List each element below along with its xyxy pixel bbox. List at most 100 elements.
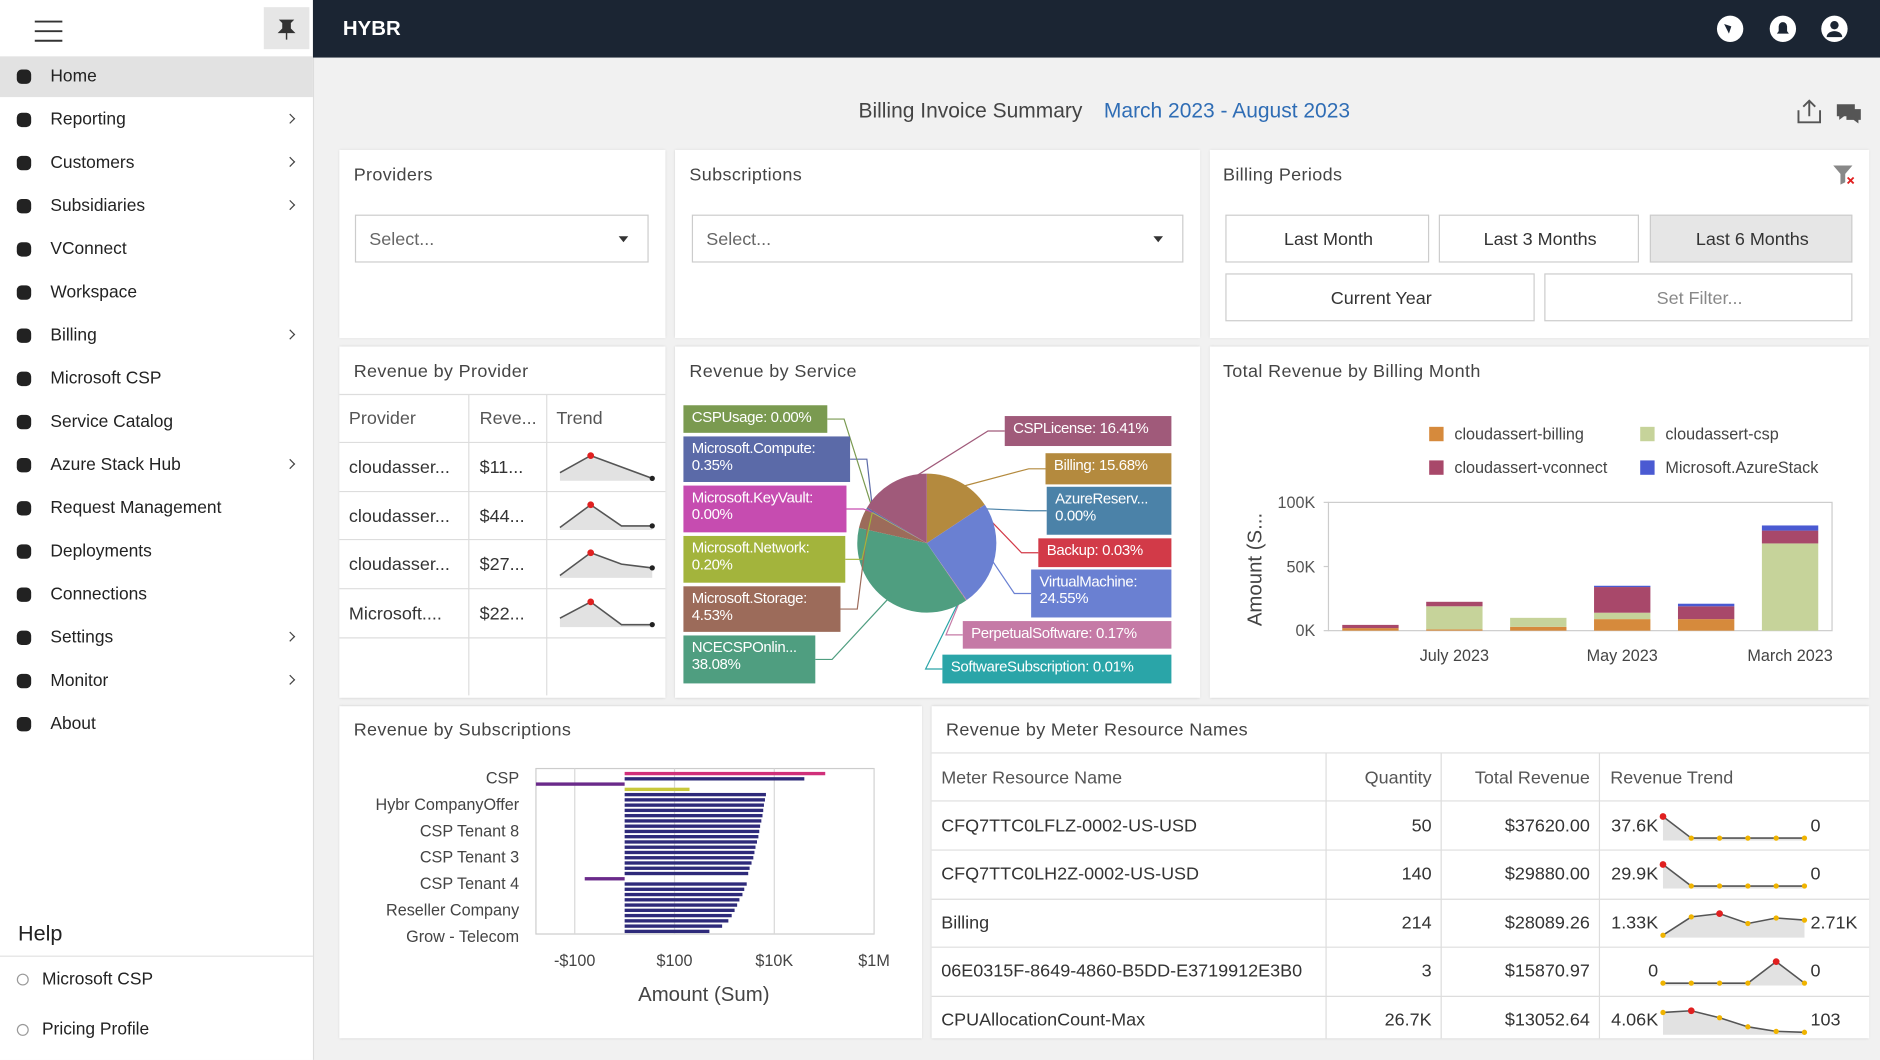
sparkline-point [587, 501, 595, 509]
summary-range: March 2023 - August 2023 [1103, 98, 1351, 123]
nav-item[interactable]: VConnect [0, 229, 313, 270]
bar [624, 929, 710, 934]
nav-label: Monitor [50, 671, 109, 691]
quantity-cell: 3 [1421, 960, 1432, 982]
nav-label: Customers [50, 153, 135, 173]
clear-filter-icon [1846, 176, 1855, 185]
pie-label: PerpetualSoftware: 0.17% [962, 621, 1172, 649]
x-tick-label: July 2023 [1419, 646, 1490, 665]
bar-segment [1594, 587, 1651, 613]
nav-item[interactable]: Deployments [0, 531, 313, 572]
y-tick-label: CSP Tenant 3 [419, 848, 520, 867]
select[interactable]: Select... [691, 214, 1184, 263]
brand: HYBR [342, 16, 401, 40]
filter-icon[interactable] [1833, 165, 1853, 185]
sparkline-point [1745, 883, 1751, 889]
bar [624, 882, 747, 886]
total-cell: $37620.00 [1504, 815, 1590, 837]
column-header: Total Revenue [1474, 767, 1590, 789]
bar [624, 787, 690, 792]
pie-label: VirtualMachine: 24.55% [1031, 569, 1172, 618]
pie-label: AzureReserv... 0.00% [1046, 486, 1172, 535]
select-caret [618, 236, 629, 243]
trend-label: 0 [1810, 960, 1821, 982]
leader-line [978, 507, 1047, 512]
trend-label: 0 [1810, 863, 1821, 885]
nav-item[interactable]: About [0, 704, 313, 745]
sparkline-point [1801, 835, 1808, 841]
nav-item[interactable]: Monitor [0, 661, 313, 702]
sparkline [559, 503, 653, 529]
nav-item[interactable]: Reporting [0, 100, 313, 141]
sparkline-point [1801, 883, 1808, 889]
sparkline-area [1662, 864, 1805, 889]
sparkline-point [1660, 1009, 1666, 1016]
nav-label: VConnect [50, 239, 127, 259]
nav-item[interactable]: Connections [0, 574, 313, 615]
period-button[interactable]: Set Filter... [1544, 273, 1853, 322]
period-button[interactable]: Current Year [1225, 273, 1535, 322]
total-cell: $15870.97 [1504, 960, 1590, 982]
menu-toggle[interactable] [34, 20, 63, 42]
nav-item[interactable]: Settings [0, 617, 313, 658]
comment-icon[interactable] [1836, 104, 1861, 124]
nav-item[interactable]: Billing [0, 315, 313, 356]
nav-item[interactable]: Customers [0, 143, 313, 184]
nav-chevron [285, 113, 296, 124]
nav-item[interactable]: Home [0, 56, 313, 98]
nav-chevron [285, 199, 296, 211]
pie-label: NCECSPOnlin... 38.08% [683, 635, 816, 684]
name-cell: Billing [941, 913, 990, 934]
nav-icon [16, 673, 32, 689]
sparkline-point [1716, 910, 1723, 917]
pie-label: Microsoft.KeyVault: 0.00% [683, 485, 847, 533]
period-button[interactable]: Last 3 Months [1438, 214, 1640, 263]
trend-label: 29.9K [1611, 863, 1659, 885]
nav-icon [16, 630, 32, 646]
nav-item[interactable]: Service Catalog [0, 402, 313, 443]
name-cell: 06E0315F-8649-4860-B5DD-E3719912E3B0 [941, 960, 1303, 982]
y-tick-label: CSP [485, 769, 520, 788]
select[interactable]: Select... [354, 214, 649, 263]
nav-icon [16, 69, 32, 84]
header-icons [1716, 15, 1848, 42]
help-item[interactable]: Microsoft CSP [0, 959, 313, 1000]
month-panel [1209, 346, 1870, 698]
help-item[interactable]: Pricing Profile [0, 1010, 313, 1051]
period-label: Set Filter... [1656, 288, 1743, 309]
nav-item[interactable]: Subsidiaries [0, 186, 313, 227]
bar-segment [1761, 530, 1819, 544]
sparkline-point [1772, 958, 1780, 965]
period-button[interactable]: Last 6 Months [1649, 214, 1853, 263]
y-tick-label: Hybr CompanyOffer [375, 795, 520, 814]
period-button[interactable]: Last Month [1225, 214, 1430, 263]
sparkline-point [1773, 915, 1779, 921]
name-cell: CPUAllocationCount-Max [941, 1010, 1146, 1031]
leader-line [987, 554, 1032, 595]
user-glyph [1830, 20, 1839, 30]
legend-swatch [1429, 426, 1444, 442]
nav-item[interactable]: Microsoft CSP [0, 358, 313, 399]
pie-label: Microsoft.Storage: 4.53% [683, 586, 841, 632]
legend-swatch [1640, 426, 1655, 442]
nav-item[interactable]: Request Management [0, 488, 313, 529]
sparkline-point [1660, 932, 1666, 938]
nav-item[interactable]: Azure Stack Hub [0, 445, 313, 486]
help-title: Help [17, 921, 63, 946]
sparkline [559, 551, 653, 577]
pie-slice [926, 504, 985, 544]
name-cell: CFQ7TTC0LH2Z-0002-US-USD [941, 863, 1200, 885]
export-icon[interactable] [1797, 99, 1822, 124]
nav-item[interactable]: Workspace [0, 272, 313, 313]
quantity-cell: 26.7K [1384, 1010, 1432, 1031]
sparkline-point [587, 452, 595, 459]
column-header: Reve... [479, 408, 537, 429]
sparkline-point [1716, 883, 1723, 889]
leader-line [895, 430, 1005, 490]
plot-frame [1327, 501, 1833, 632]
revenue-cell: $44... [479, 506, 525, 527]
legend-label: cloudassert-vconnect [1454, 458, 1608, 477]
sparkline-point [1659, 813, 1667, 820]
provider-cell: cloudasser... [348, 506, 450, 527]
